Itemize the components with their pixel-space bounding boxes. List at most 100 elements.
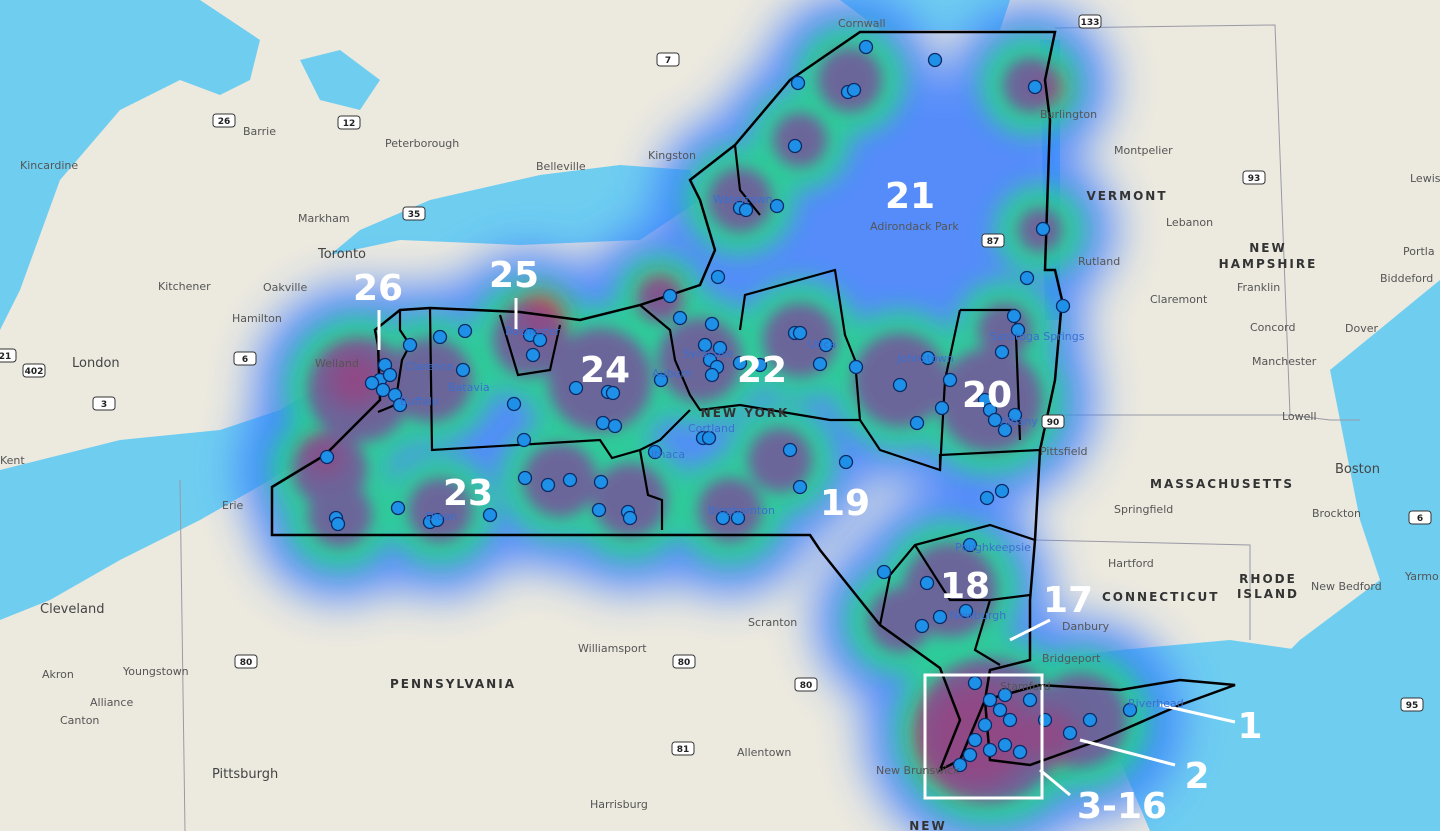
location-marker[interactable] (647, 444, 663, 460)
location-marker[interactable] (982, 692, 998, 708)
location-marker[interactable] (1122, 702, 1138, 718)
location-marker[interactable] (710, 269, 726, 285)
location-marker[interactable] (997, 422, 1013, 438)
location-marker[interactable] (1035, 221, 1051, 237)
location-marker[interactable] (838, 454, 854, 470)
location-marker[interactable] (653, 372, 669, 388)
location-marker[interactable] (392, 397, 408, 413)
highway-shield-icon (0, 348, 17, 363)
location-marker[interactable] (607, 418, 623, 434)
location-marker[interactable] (330, 516, 346, 532)
location-marker[interactable] (782, 442, 798, 458)
location-marker[interactable] (1012, 744, 1028, 760)
location-marker[interactable] (979, 490, 995, 506)
location-marker[interactable] (595, 415, 611, 431)
location-marker[interactable] (909, 415, 925, 431)
location-marker[interactable] (846, 82, 862, 98)
location-marker[interactable] (319, 449, 335, 465)
location-marker[interactable] (942, 372, 958, 388)
location-marker[interactable] (992, 702, 1008, 718)
location-marker[interactable] (934, 400, 950, 416)
location-marker[interactable] (672, 310, 688, 326)
location-marker[interactable] (1062, 725, 1078, 741)
location-marker[interactable] (920, 350, 936, 366)
location-marker[interactable] (994, 483, 1010, 499)
location-marker[interactable] (987, 412, 1003, 428)
location-marker[interactable] (752, 357, 768, 373)
location-marker[interactable] (562, 472, 578, 488)
location-marker[interactable] (605, 385, 621, 401)
location-marker[interactable] (1037, 712, 1053, 728)
location-marker[interactable] (429, 512, 445, 528)
location-marker[interactable] (997, 737, 1013, 753)
location-marker[interactable] (994, 344, 1010, 360)
location-marker[interactable] (927, 52, 943, 68)
location-marker[interactable] (876, 564, 892, 580)
location-marker[interactable] (1007, 407, 1023, 423)
location-marker[interactable] (818, 337, 834, 353)
location-marker[interactable] (593, 474, 609, 490)
location-marker[interactable] (525, 347, 541, 363)
location-marker[interactable] (364, 375, 380, 391)
location-marker[interactable] (792, 479, 808, 495)
location-marker[interactable] (1019, 270, 1035, 286)
location-marker[interactable] (787, 138, 803, 154)
location-marker[interactable] (982, 742, 998, 758)
location-marker[interactable] (532, 332, 548, 348)
location-marker[interactable] (732, 355, 748, 371)
location-marker[interactable] (382, 367, 398, 383)
location-marker[interactable] (506, 396, 522, 412)
location-marker[interactable] (517, 470, 533, 486)
location-marker[interactable] (738, 202, 754, 218)
location-marker[interactable] (482, 507, 498, 523)
location-marker[interactable] (622, 510, 638, 526)
location-marker[interactable] (1002, 712, 1018, 728)
location-marker[interactable] (919, 575, 935, 591)
location-marker[interactable] (701, 430, 717, 446)
location-marker[interactable] (932, 609, 948, 625)
location-marker[interactable] (792, 325, 808, 341)
location-marker[interactable] (1027, 79, 1043, 95)
location-marker[interactable] (858, 39, 874, 55)
location-marker[interactable] (958, 603, 974, 619)
location-marker[interactable] (455, 362, 471, 378)
location-marker[interactable] (662, 288, 678, 304)
location-marker[interactable] (375, 382, 391, 398)
location-marker[interactable] (390, 500, 406, 516)
location-marker[interactable] (962, 537, 978, 553)
location-marker[interactable] (1010, 322, 1026, 338)
location-marker[interactable] (730, 510, 746, 526)
location-marker[interactable] (1022, 692, 1038, 708)
location-marker[interactable] (997, 687, 1013, 703)
location-marker[interactable] (812, 356, 828, 372)
location-marker[interactable] (848, 359, 864, 375)
location-marker[interactable] (457, 323, 473, 339)
location-marker[interactable] (715, 510, 731, 526)
location-marker[interactable] (704, 316, 720, 332)
location-marker[interactable] (704, 367, 720, 383)
location-marker[interactable] (540, 477, 556, 493)
location-marker[interactable] (790, 75, 806, 91)
location-marker[interactable] (952, 757, 968, 773)
location-marker[interactable] (712, 340, 728, 356)
location-marker[interactable] (1006, 308, 1022, 324)
location-marker[interactable] (568, 380, 584, 396)
long-island-outline (983, 678, 1236, 767)
location-marker[interactable] (402, 337, 418, 353)
location-marker[interactable] (914, 618, 930, 634)
location-marker[interactable] (977, 717, 993, 733)
place-label: Portla (1403, 245, 1435, 258)
location-marker[interactable] (892, 377, 908, 393)
location-marker[interactable] (697, 337, 713, 353)
location-marker[interactable] (591, 502, 607, 518)
location-marker[interactable] (432, 329, 448, 345)
highway-number: 95 (1406, 701, 1419, 711)
location-marker[interactable] (962, 747, 978, 763)
location-marker[interactable] (967, 675, 983, 691)
location-marker[interactable] (769, 198, 785, 214)
location-marker[interactable] (1055, 298, 1071, 314)
location-marker[interactable] (967, 732, 983, 748)
location-marker[interactable] (516, 432, 532, 448)
location-marker[interactable] (1082, 712, 1098, 728)
